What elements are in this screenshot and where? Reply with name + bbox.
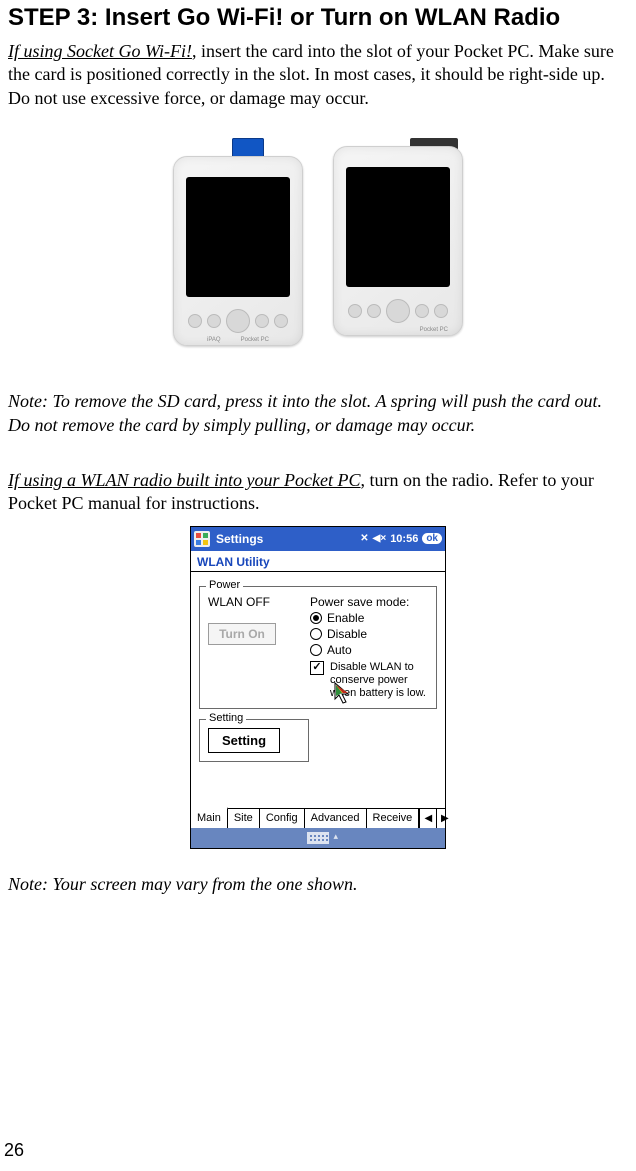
- tab-config[interactable]: Config: [260, 809, 305, 828]
- turn-on-button[interactable]: Turn On: [208, 623, 276, 645]
- tab-scroll-right[interactable]: ▶: [436, 809, 452, 828]
- wlan-titlebar: Settings ✕ ◀× 10:56 ok: [191, 527, 445, 551]
- volume-icon[interactable]: ◀×: [373, 533, 387, 544]
- note-2: Note: Your screen may vary from the one …: [8, 873, 628, 896]
- clock-time: 10:56: [390, 533, 418, 545]
- setting-legend: Setting: [206, 712, 246, 724]
- tab-scroll-left[interactable]: ◀: [420, 809, 436, 828]
- paragraph-2: If using a WLAN radio built into your Po…: [8, 469, 628, 516]
- radio-auto[interactable]: Auto: [310, 643, 428, 657]
- wlan-bottombar: [191, 828, 445, 848]
- device-images-row: iPAQ Pocket PC Pocket PC: [8, 138, 628, 346]
- note-1: Note: To remove the SD card, press it in…: [8, 390, 628, 437]
- tab-advanced[interactable]: Advanced: [305, 809, 367, 828]
- keyboard-icon[interactable]: [307, 832, 329, 844]
- setting-fieldset: Setting Setting: [199, 719, 309, 762]
- start-flag-icon[interactable]: [194, 531, 210, 547]
- radio-disable[interactable]: Disable: [310, 627, 428, 641]
- pocketpc-right: Pocket PC: [333, 138, 463, 346]
- radio-enable-input[interactable]: [310, 612, 322, 624]
- setting-button[interactable]: Setting: [208, 728, 280, 753]
- power-legend: Power: [206, 579, 243, 591]
- radio-disable-input[interactable]: [310, 628, 322, 640]
- psm-label: Power save mode:: [310, 595, 428, 609]
- page-heading: STEP 3: Insert Go Wi-Fi! or Turn on WLAN…: [8, 4, 628, 32]
- wlan-title: Settings: [216, 532, 263, 546]
- wlan-tabs: Main Site Config Advanced Receive ◀ ▶: [191, 808, 445, 828]
- disable-wlan-checkbox[interactable]: ✓: [310, 661, 324, 675]
- wlan-off-label: WLAN OFF: [208, 595, 300, 609]
- page-number: 26: [4, 1140, 24, 1161]
- wlan-module-title: WLAN Utility: [191, 551, 445, 572]
- radio-auto-input[interactable]: [310, 644, 322, 656]
- tab-main[interactable]: Main: [191, 807, 228, 828]
- pocketpc-left: iPAQ Pocket PC: [173, 138, 303, 346]
- ok-button[interactable]: ok: [422, 533, 442, 544]
- paragraph-1: If using Socket Go Wi-Fi!, insert the ca…: [8, 40, 628, 110]
- tab-receive[interactable]: Receive: [367, 809, 420, 828]
- tab-site[interactable]: Site: [228, 809, 260, 828]
- radio-enable[interactable]: Enable: [310, 611, 428, 625]
- wlan-screenshot: Settings ✕ ◀× 10:56 ok WLAN Utility Powe…: [190, 526, 446, 849]
- disable-wlan-checkbox-row[interactable]: ✓ Disable WLAN to conserve power when ba…: [310, 661, 428, 701]
- para2-lead: If using a WLAN radio built into your Po…: [8, 470, 360, 490]
- connectivity-icon[interactable]: ✕: [360, 533, 368, 544]
- power-fieldset: Power WLAN OFF Turn On Power save mode: …: [199, 586, 437, 710]
- para1-lead: If using Socket Go Wi-Fi!: [8, 41, 192, 61]
